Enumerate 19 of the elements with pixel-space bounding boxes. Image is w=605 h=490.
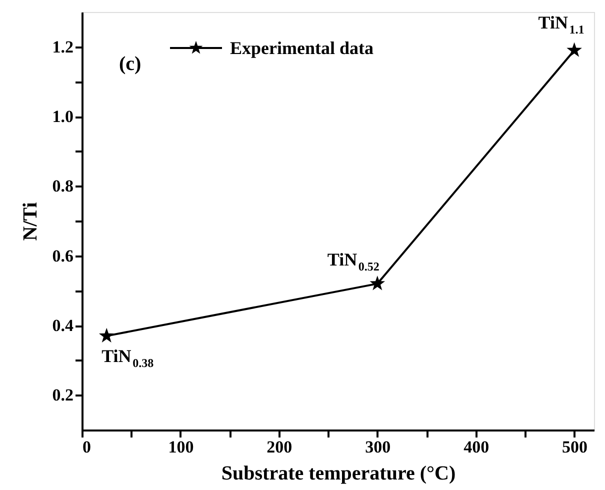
legend-label: Experimental data xyxy=(230,38,374,58)
y-tick-label: 1.2 xyxy=(52,37,74,56)
y-tick-label: 0.6 xyxy=(52,246,74,266)
x-tick-label: 200 xyxy=(266,438,292,456)
y-tick-label: 0.2 xyxy=(52,386,74,405)
x-axis-title: Substrate temperature (°C) xyxy=(221,462,456,484)
y-tick-label: 0.8 xyxy=(52,176,74,196)
x-tick-label: 400 xyxy=(464,438,490,456)
x-tick-label: 100 xyxy=(168,438,194,456)
x-tick-label: 300 xyxy=(365,438,391,456)
y-tick-label: 1.0 xyxy=(52,107,74,126)
y-axis-title: N/Ti xyxy=(19,202,42,241)
x-tick-label: 500 xyxy=(562,438,588,456)
point xyxy=(98,328,114,342)
point xyxy=(566,42,582,57)
y-tick-label: 0.4 xyxy=(52,316,74,335)
x-tick-label: 0 xyxy=(82,438,91,456)
annotation: (c) xyxy=(119,53,142,75)
point xyxy=(370,276,386,290)
